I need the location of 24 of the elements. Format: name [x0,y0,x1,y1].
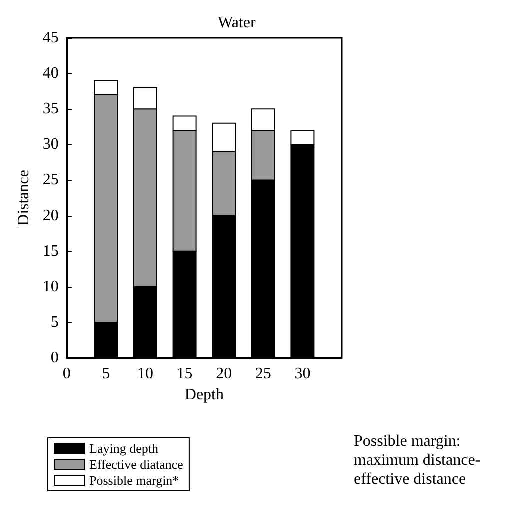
legend-label: Laying depth [90,441,159,456]
x-axis-title: Depth [184,386,224,404]
x-tick-label: 25 [255,366,272,382]
y-axis-title: Distance [16,170,32,226]
y-tick-label: 45 [42,30,59,46]
y-tick-label: 0 [50,350,59,366]
x-tick-label: 0 [62,366,71,382]
x-tick-label: 30 [294,366,311,382]
y-tick-label: 10 [42,278,59,296]
y-tick-label: 35 [42,100,59,118]
x-tick-label: 10 [138,366,154,382]
y-tick-label: 15 [42,242,59,260]
y-tick-label: 5 [50,314,59,331]
legend-label: Effective diatance [90,457,184,472]
x-tick-label: 20 [216,366,232,382]
y-tick-label: 30 [42,136,59,154]
legend-label: Possible margin* [90,473,180,488]
y-tick-label: 25 [42,172,59,189]
y-tick-label: 40 [42,65,59,82]
y-tick-label: 20 [42,207,59,224]
x-tick-label: 5 [102,366,110,382]
chart-title: Water [218,14,256,32]
text: Possible margin: maximum distance-effective distance [354,433,481,488]
x-tick-label: 15 [176,366,193,382]
